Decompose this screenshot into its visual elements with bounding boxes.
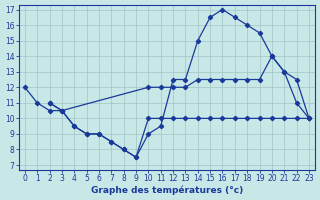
X-axis label: Graphe des températures (°c): Graphe des températures (°c) — [91, 186, 243, 195]
